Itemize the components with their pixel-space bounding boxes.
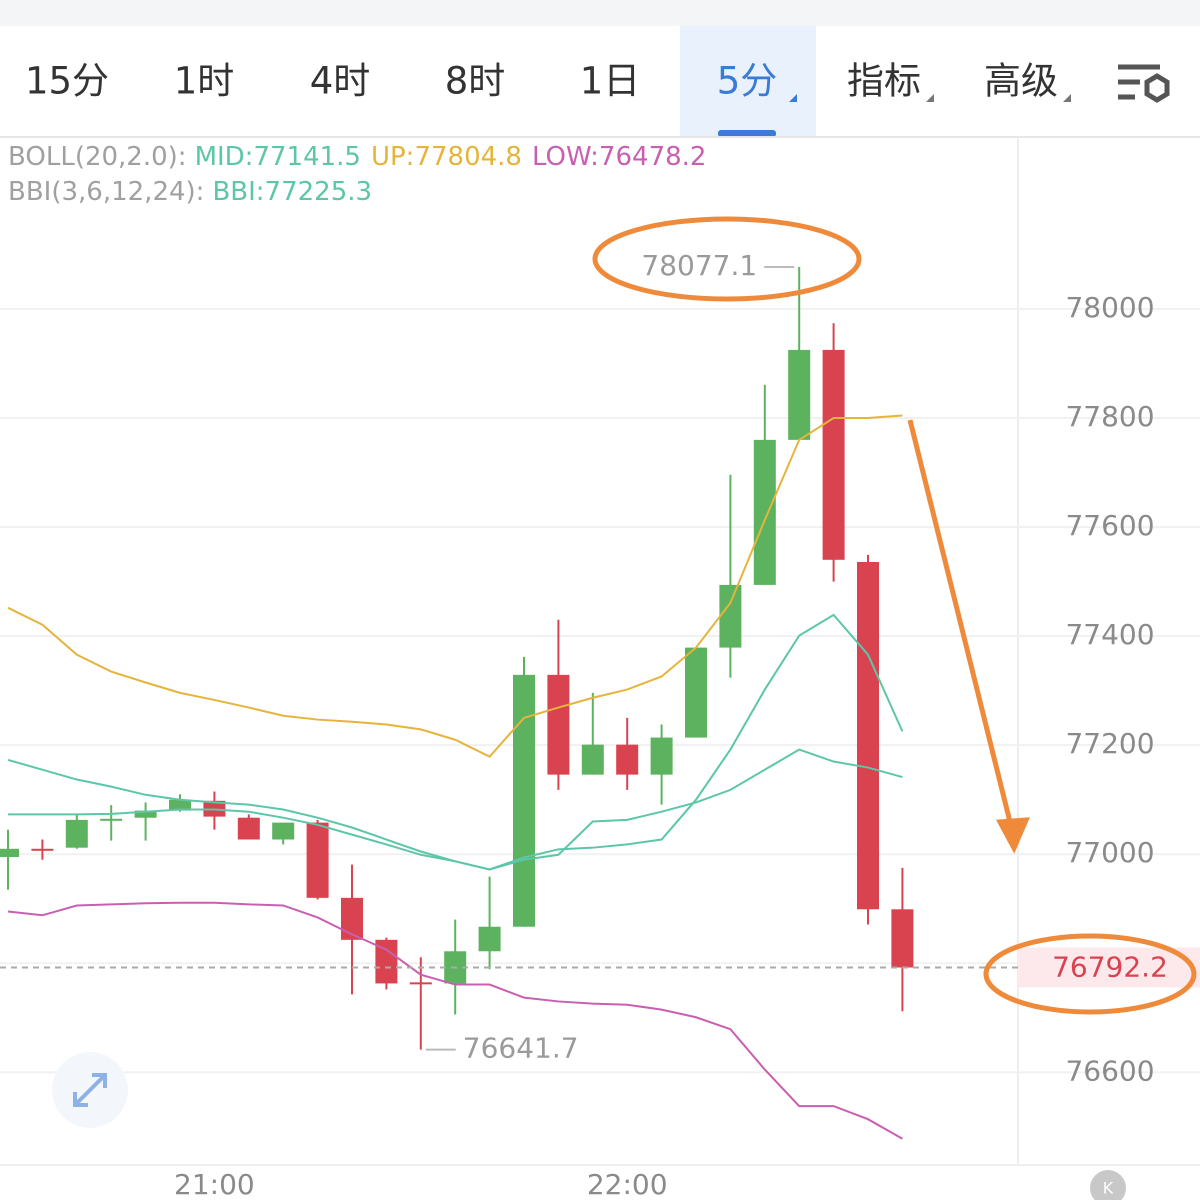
tab-dropdown-mark	[789, 94, 797, 102]
candle-body	[478, 926, 501, 952]
status-strip	[0, 0, 1200, 26]
tab-dropdown-mark	[1063, 94, 1071, 102]
indicator-value: LOW:76478.2	[532, 142, 706, 172]
candle-body	[616, 744, 639, 775]
svg-text:K: K	[1103, 1179, 1114, 1198]
candle-body	[650, 737, 673, 775]
candle-body	[341, 897, 363, 940]
candle-body	[753, 439, 776, 585]
candle-body	[857, 561, 879, 910]
indicator-line	[7, 901, 903, 1140]
y-tick-label: 77200	[1065, 727, 1154, 760]
tab[interactable]: 4时	[310, 60, 371, 103]
y-tick-label: 77000	[1065, 836, 1154, 869]
indicator-name: BBI(3,6,12,24):	[8, 177, 204, 207]
candle-body	[513, 674, 535, 927]
tab[interactable]: 5分	[717, 60, 778, 103]
y-tick-label: 77800	[1065, 400, 1154, 433]
tab-indicator	[718, 130, 776, 137]
tab-dropdown-mark	[926, 94, 934, 102]
candle-body	[306, 822, 329, 898]
tab[interactable]: 指标	[847, 60, 921, 103]
candle-body	[272, 822, 295, 840]
y-tick-label: 76600	[1065, 1054, 1154, 1087]
tab[interactable]: 1日	[580, 60, 641, 103]
last-price-bg	[1018, 947, 1200, 988]
indicator-legend: BBI(3,6,12,24): BBI:77225.3	[8, 177, 372, 207]
indicator-legend: BOLL(20,2.0): MID:77141.5 UP:77804.8 LOW:76…	[8, 142, 706, 172]
candle-body	[134, 810, 157, 818]
indicator-value: BBI:77225.3	[212, 177, 372, 207]
high-label: 78077.1	[641, 249, 757, 282]
candle-body	[788, 349, 811, 440]
indicator-value: UP:77804.8	[371, 142, 522, 172]
candle-body	[822, 349, 845, 560]
indicator-value: MID:77141.5	[195, 142, 361, 172]
candle-body	[719, 584, 742, 648]
low-label: 76641.7	[463, 1032, 579, 1065]
indicator-line	[7, 613, 904, 871]
candle-body	[409, 982, 432, 985]
y-tick-label: 77400	[1065, 618, 1154, 651]
candle-body	[65, 819, 88, 848]
indicator-line	[8, 748, 903, 871]
k-button[interactable]: K	[1090, 1170, 1126, 1200]
candle-body	[169, 799, 191, 811]
candle-body	[100, 818, 123, 821]
candle-body	[0, 848, 19, 857]
candle-body	[891, 909, 914, 968]
y-tick-label: 78000	[1065, 291, 1154, 324]
indicator-line	[7, 414, 903, 758]
candle-body	[375, 939, 398, 984]
settings-icon[interactable]	[1118, 64, 1170, 103]
candle-body	[237, 817, 260, 840]
last-price-label: 76792.2	[1052, 951, 1168, 984]
tab[interactable]: 15分	[25, 60, 109, 103]
tab[interactable]: 1时	[174, 60, 235, 103]
candle-body	[581, 744, 604, 775]
candle-body	[685, 647, 707, 738]
x-tick-label: 22:00	[587, 1168, 668, 1200]
candle-body	[31, 848, 54, 851]
tab[interactable]: 高级	[984, 60, 1058, 103]
candle-body	[547, 674, 570, 775]
annotations	[592, 216, 1197, 1015]
indicator-name: BOLL(20,2.0):	[8, 142, 187, 172]
expand-button[interactable]	[52, 1052, 128, 1128]
tab[interactable]: 8时	[445, 60, 506, 103]
x-tick-label: 21:00	[174, 1168, 255, 1200]
y-tick-label: 77600	[1065, 509, 1154, 542]
plot: 7660076800770007720077400776007780078000…	[0, 249, 1200, 1200]
tab-selected-bg	[680, 26, 816, 136]
